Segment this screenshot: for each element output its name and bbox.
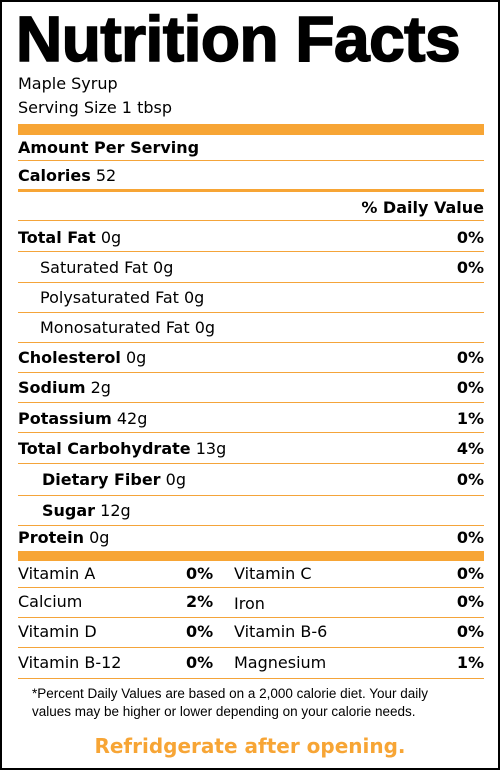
nutrient-dv-saturated-fat: 0% xyxy=(456,258,484,277)
footnote-line: *Percent Daily Values are based on a 2,0… xyxy=(32,686,429,701)
daily-value-header: % Daily Value xyxy=(361,198,484,217)
product-name: Maple Syrup xyxy=(18,74,118,93)
nutrient-row-sodium: Sodium 2g xyxy=(18,378,111,398)
divider xyxy=(18,160,484,161)
nutrient-label: Sugar xyxy=(42,501,96,520)
medium-divider xyxy=(18,189,484,192)
storage-note: Refridgerate after opening. xyxy=(94,734,406,758)
divider xyxy=(18,282,484,283)
nutrient-label: Protein xyxy=(18,528,84,547)
amount-per-serving: Amount Per Serving xyxy=(18,138,200,157)
nutrient-row-protein: Protein 0g xyxy=(18,528,109,548)
divider xyxy=(18,463,484,464)
nutrient-row-total-carbohydrate: Total Carbohydrate 13g xyxy=(18,439,226,459)
nutrient-row-sugar: Sugar 12g xyxy=(42,501,131,521)
vitamin-name: Magnesium xyxy=(234,653,327,672)
divider xyxy=(18,525,484,526)
thick-divider-top xyxy=(18,124,484,135)
nutrient-amount: 0g xyxy=(194,318,216,337)
vitamin-name: Iron xyxy=(234,594,265,613)
thick-divider-vitamins xyxy=(18,551,484,561)
divider xyxy=(18,251,484,252)
nutrient-label: Total Carbohydrate xyxy=(18,439,191,458)
vitamin-grid: Vitamin A 0% Vitamin C 0% Calcium 2% Iro… xyxy=(18,558,484,682)
nutrient-amount: 12g xyxy=(100,501,131,520)
vitamin-row: Calcium 2% Iron 0% xyxy=(18,592,484,622)
calories-value: 52 xyxy=(95,166,117,185)
calories-label: Calories xyxy=(18,166,91,185)
nutrient-amount: 0g xyxy=(165,470,186,489)
vitamin-name: Vitamin B-6 xyxy=(234,622,328,641)
nutrient-row-monosaturated-fat: Monosaturated Fat 0g xyxy=(40,318,215,338)
vitamin-pct: 0% xyxy=(456,622,484,641)
nutrient-row-saturated-fat: Saturated Fat 0g xyxy=(40,258,173,278)
nutrient-dv-protein: 0% xyxy=(456,528,484,547)
nutrient-label: Total Fat xyxy=(18,228,96,247)
vitamin-row: Vitamin D 0% Vitamin B-6 0% xyxy=(18,622,484,652)
nutrient-row-total-fat: Total Fat 0g xyxy=(18,228,121,248)
nutrient-label: Cholesterol xyxy=(18,348,121,367)
nutrient-amount: 13g xyxy=(195,439,227,458)
vitamin-row: Vitamin A 0% Vitamin C 0% xyxy=(18,564,484,594)
nutrient-label: Dietary Fiber xyxy=(42,470,161,489)
vitamin-pct: 0% xyxy=(456,592,484,611)
nutrient-dv-total-fat: 0% xyxy=(456,228,484,247)
divider xyxy=(18,647,484,648)
nutrient-label: Sodium xyxy=(18,378,86,397)
nutrient-label: Saturated Fat xyxy=(40,258,148,277)
vitamin-pct: 1% xyxy=(456,653,484,672)
nutrient-amount: 42g xyxy=(116,409,148,428)
divider xyxy=(18,402,484,403)
divider xyxy=(18,432,484,433)
nutrient-amount: 0g xyxy=(183,288,205,307)
nutrient-amount: 0g xyxy=(153,258,174,277)
divider xyxy=(18,617,484,618)
divider xyxy=(18,372,484,373)
nutrient-row-potassium: Potassium 42g xyxy=(18,409,147,429)
vitamin-pct: 2% xyxy=(186,592,214,611)
divider xyxy=(18,220,484,221)
divider xyxy=(18,312,484,313)
footnote-line: values may be higher or lower depending … xyxy=(32,704,416,719)
serving-size: Serving Size 1 tbsp xyxy=(18,98,172,117)
daily-value-footnote: *Percent Daily Values are based on a 2,0… xyxy=(32,685,482,721)
nutrient-dv-total-carbohydrate: 4% xyxy=(456,439,484,458)
vitamin-name: Vitamin D xyxy=(18,622,97,641)
nutrient-label: Monosaturated Fat xyxy=(40,318,190,337)
nutrient-dv-cholesterol: 0% xyxy=(456,348,484,367)
vitamin-name: Calcium xyxy=(18,592,83,611)
nutrient-label: Polysaturated Fat xyxy=(40,288,179,307)
nutrient-dv-sodium: 0% xyxy=(456,378,484,397)
nutrient-dv-dietary-fiber: 0% xyxy=(456,470,484,489)
nutrient-amount: 0g xyxy=(125,348,147,367)
nutrient-dv-potassium: 1% xyxy=(456,409,484,428)
vitamin-pct: 0% xyxy=(186,564,214,583)
divider xyxy=(18,587,484,588)
divider xyxy=(18,495,484,496)
nutrient-amount: 0g xyxy=(100,228,122,247)
divider xyxy=(18,678,484,679)
divider xyxy=(18,342,484,343)
nutrient-row-dietary-fiber: Dietary Fiber 0g xyxy=(42,470,186,490)
nutrient-row-cholesterol: Cholesterol 0g xyxy=(18,348,146,368)
vitamin-pct: 0% xyxy=(456,564,484,583)
nutrient-row-polysaturated-fat: Polysaturated Fat 0g xyxy=(40,288,204,308)
nutrient-amount: 0g xyxy=(89,528,110,547)
vitamin-row: Vitamin B-12 0% Magnesium 1% xyxy=(18,653,484,683)
vitamin-pct: 0% xyxy=(186,622,214,641)
nutrient-amount: 2g xyxy=(90,378,111,397)
calories-row: Calories 52 xyxy=(18,166,116,186)
vitamin-pct: 0% xyxy=(186,653,214,672)
vitamin-name: Vitamin B-12 xyxy=(18,653,122,672)
vitamin-name: Vitamin A xyxy=(18,564,96,583)
nutrient-label: Potassium xyxy=(18,409,112,428)
vitamin-name: Vitamin C xyxy=(234,564,312,583)
label-title: Nutrition Facts xyxy=(15,3,461,75)
